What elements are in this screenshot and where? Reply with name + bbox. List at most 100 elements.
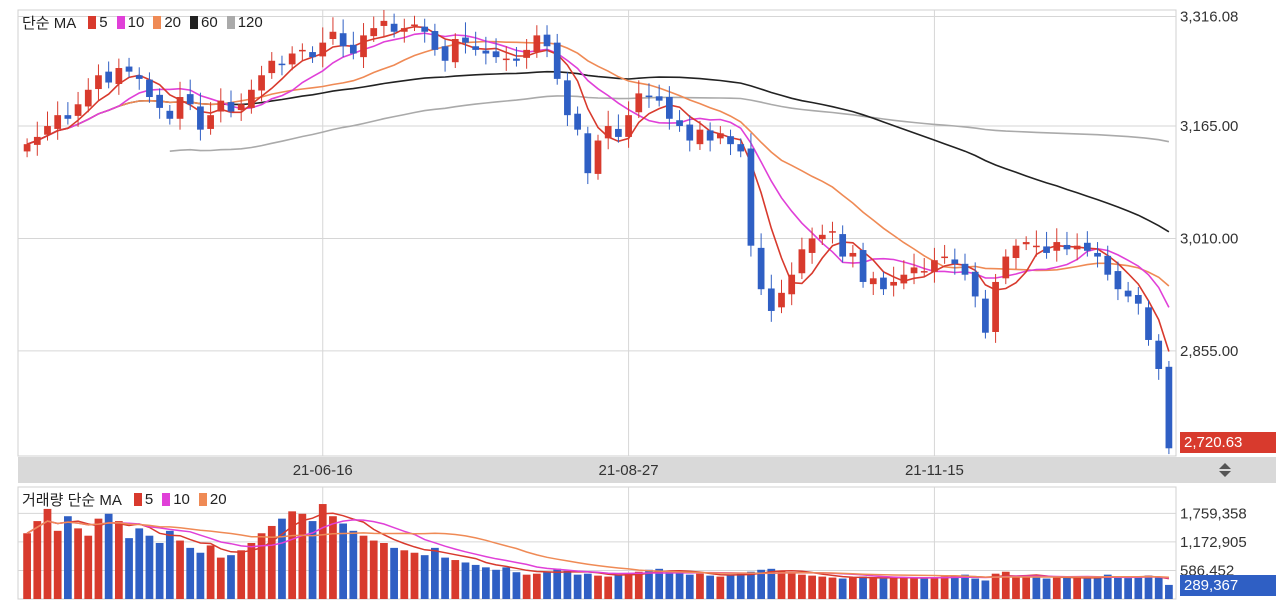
volume-bar — [777, 570, 786, 599]
volume-bar — [848, 577, 857, 599]
candle-body — [1145, 307, 1152, 340]
volume-bar — [1093, 577, 1102, 599]
volume-bar — [227, 555, 235, 599]
volume-bar — [838, 578, 847, 599]
volume-bar — [206, 545, 215, 599]
volume-bar — [910, 578, 918, 599]
volume-bar — [125, 538, 133, 599]
volume-legend-swatch-20 — [198, 493, 207, 506]
volume-bar — [492, 569, 500, 599]
volume-bar — [237, 550, 246, 599]
candle-body — [757, 247, 765, 290]
volume-bar — [1114, 577, 1122, 599]
volume-bar — [583, 573, 592, 599]
volume-bar — [634, 571, 643, 599]
volume-bar — [298, 513, 307, 599]
volume-legend-label-20: 20 — [209, 491, 227, 508]
candle-body — [767, 288, 775, 311]
candle-body — [1022, 242, 1030, 245]
price-legend-label-60: 60 — [201, 14, 218, 31]
price-legend-swatch-120 — [226, 16, 235, 29]
candle-body — [818, 234, 826, 240]
volume-bar — [716, 576, 725, 599]
candle-body — [421, 26, 429, 32]
candle-body — [135, 75, 143, 79]
price-legend-swatch-5 — [88, 16, 97, 29]
candle-body — [502, 58, 510, 61]
date-tick-label: 21-06-16 — [293, 462, 353, 479]
candle-body — [829, 231, 836, 233]
candle-body — [380, 20, 388, 26]
volume-bar — [23, 533, 31, 599]
volume-bar — [1012, 575, 1020, 599]
price-legend-swatch-60 — [190, 16, 198, 29]
candle-body — [1124, 290, 1132, 297]
candle-body — [513, 58, 520, 61]
candle-body — [390, 23, 398, 32]
volume-bar — [645, 569, 653, 599]
scroll-up-down-icon[interactable] — [1216, 461, 1234, 479]
candle-body — [615, 128, 622, 137]
volume-bar — [420, 555, 429, 599]
volume-bar — [675, 572, 684, 599]
price-legend-label-5: 5 — [99, 14, 108, 31]
volume-legend-label-5: 5 — [144, 491, 154, 508]
volume-tick-label: 1,172,905 — [1180, 534, 1247, 551]
candle-body — [1053, 242, 1061, 251]
candle-body — [197, 106, 204, 130]
volume-bar — [216, 557, 225, 599]
volume-bar — [94, 518, 103, 599]
volume-bar — [257, 533, 266, 599]
volume-bar — [390, 547, 398, 599]
candle-body — [278, 63, 286, 66]
candle-body — [1043, 246, 1050, 253]
volume-bar — [481, 567, 490, 599]
date-tick-label: 21-08-27 — [599, 462, 659, 479]
volume-tick-label: 1,759,358 — [1180, 505, 1247, 522]
last-volume-badge: 289,367 — [1180, 575, 1276, 596]
volume-bar — [604, 576, 613, 599]
price-legend-label-20: 20 — [164, 14, 181, 31]
volume-bar — [859, 576, 867, 599]
price-tick-label: 3,010.00 — [1180, 230, 1238, 247]
volume-bar — [1042, 578, 1051, 599]
candle-body — [95, 75, 102, 90]
volume-bar — [288, 511, 297, 599]
candle-body — [1012, 245, 1020, 259]
candle-body — [686, 124, 694, 141]
volume-bar — [329, 516, 337, 599]
volume-bar — [971, 578, 980, 599]
candle-body — [880, 277, 887, 290]
candle-body — [1104, 255, 1112, 275]
volume-bar — [1032, 577, 1041, 599]
candle-body — [594, 140, 602, 174]
candle-body — [655, 96, 663, 101]
volume-bar — [1103, 574, 1112, 599]
candle-body — [370, 28, 378, 37]
candle-body — [543, 34, 551, 47]
volume-bar — [410, 552, 419, 599]
volume-legend-title: 거래량 단순 MA — [22, 492, 122, 509]
price-legend-label-120: 120 — [237, 14, 263, 31]
price-legend-label-10: 10 — [127, 14, 145, 31]
volume-bar — [655, 568, 664, 599]
candle-body — [258, 75, 265, 91]
volume-bar — [553, 568, 562, 599]
volume-bar — [33, 521, 42, 599]
candle-body — [635, 93, 643, 113]
volume-bar — [1022, 576, 1031, 599]
candle-body — [441, 46, 449, 61]
candle-body — [431, 31, 439, 50]
candle-body — [1134, 295, 1142, 304]
candle-body — [492, 51, 500, 58]
volume-bar — [889, 577, 898, 599]
price-tick-label: 2,855.00 — [1180, 343, 1238, 360]
volume-bar — [767, 568, 776, 599]
candle-body — [44, 126, 51, 135]
volume-bar — [43, 508, 52, 599]
candle-body — [696, 129, 704, 145]
candle-body — [961, 263, 969, 275]
volume-bar — [1124, 578, 1132, 599]
time-axis-band[interactable] — [18, 457, 1276, 483]
